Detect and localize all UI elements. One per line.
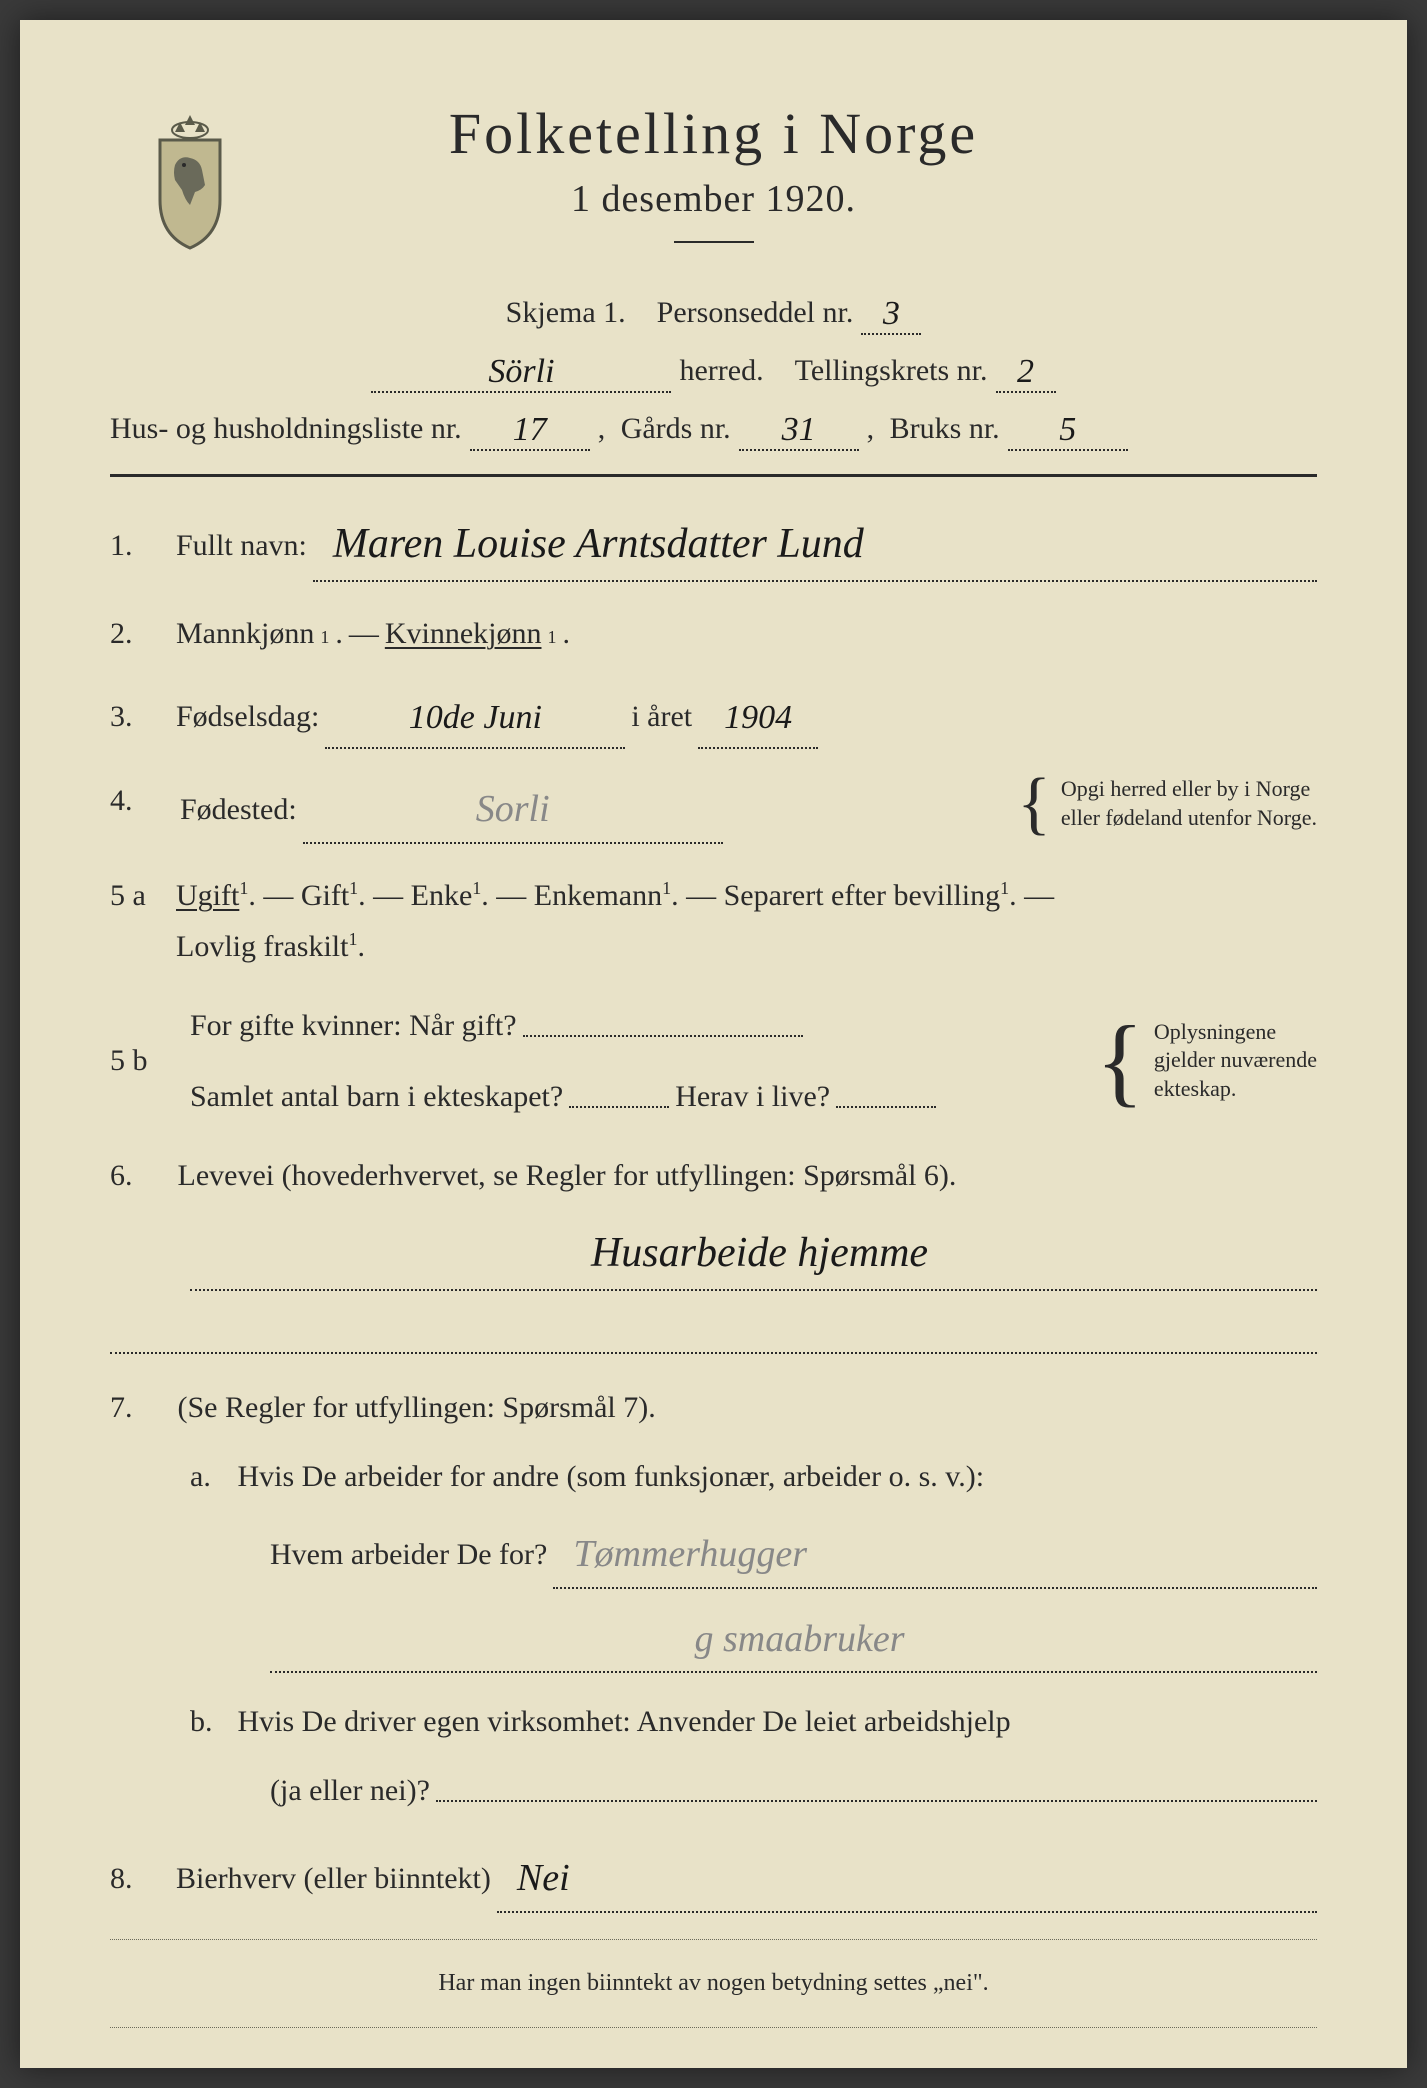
q3-year: 1904 xyxy=(698,689,818,749)
q5b-note-2: gjelder nuværende xyxy=(1154,1046,1317,1075)
question-8: 8. Bierhverv (eller biinntekt) Nei xyxy=(110,1844,1317,1911)
brace-icon: { xyxy=(1017,779,1051,828)
q7b-value xyxy=(436,1800,1317,1802)
q4-value: Sorli xyxy=(303,777,723,844)
meta-row-skjema: Skjema 1. Personseddel nr. 3 xyxy=(110,293,1317,333)
gaards-label: Gårds nr. xyxy=(621,412,731,446)
q2-mann: Mannkjønn xyxy=(176,608,314,659)
q4-num: 4. xyxy=(110,775,170,826)
q4-note-block: { Opgi herred eller by i Norge eller fød… xyxy=(1017,775,1317,832)
q7a-value2: g smaabruker xyxy=(270,1607,1317,1674)
footnote-divider xyxy=(110,1939,1317,1940)
q2-num: 2. xyxy=(110,608,170,659)
q5b-note-block: { Oplysningene gjelder nuværende ekteska… xyxy=(1096,1018,1317,1104)
personseddel-label: Personseddel nr. xyxy=(657,296,854,330)
bruks-label: Bruks nr. xyxy=(890,412,1000,446)
tellingskrets-nr: 2 xyxy=(996,353,1056,393)
q5a-separert: Separert efter bevilling xyxy=(724,879,1001,912)
q2-kvinne: Kvinnekjønn xyxy=(385,608,542,659)
q5a-enke: Enke xyxy=(411,879,473,912)
tellingskrets-label: Tellingskrets nr. xyxy=(795,354,988,388)
q1-label: Fullt navn: xyxy=(176,520,307,571)
question-5b: 5 b For gifte kvinner: Når gift? Samlet … xyxy=(110,1000,1317,1122)
q5b-q1: For gifte kvinner: Når gift? xyxy=(190,1000,517,1051)
bottom-divider xyxy=(110,2027,1317,2028)
form-header: Folketelling i Norge 1 desember 1920. xyxy=(110,100,1317,243)
q7b-label: Hvis De driver egen virksomhet: Anvender… xyxy=(238,1705,1011,1738)
q7a-q: Hvem arbeider De for? xyxy=(270,1529,547,1580)
q2-sup2: 1 xyxy=(547,622,556,653)
meta-section: Skjema 1. Personseddel nr. 3 Sörli herre… xyxy=(110,293,1317,449)
coat-of-arms-icon xyxy=(140,110,240,250)
q8-label: Bierhverv (eller biinntekt) xyxy=(176,1853,491,1904)
q5b-note-1: Oplysningene xyxy=(1154,1018,1317,1047)
meta-row-hush: Hus- og husholdningsliste nr. 17 , Gårds… xyxy=(110,409,1317,449)
q7b-num: b. xyxy=(190,1696,230,1747)
section-divider xyxy=(110,474,1317,477)
q5b-a3 xyxy=(836,1106,936,1108)
gaards-nr: 31 xyxy=(739,411,859,451)
q5a-enkemann: Enkemann xyxy=(534,879,662,912)
q5b-q3: Herav i live? xyxy=(675,1071,830,1122)
bruks-nr: 5 xyxy=(1008,411,1128,451)
footnote-text: Har man ingen biinntekt av nogen betydni… xyxy=(110,1970,1317,1997)
q4-label: Fødested: xyxy=(180,784,297,835)
q6-blank-line xyxy=(110,1314,1317,1354)
q5b-q2: Samlet antal barn i ekteskapet? xyxy=(190,1071,563,1122)
q7a-value1: Tømmerhugger xyxy=(553,1522,1317,1589)
question-5a: 5 a Ugift1. — Gift1. — Enke1. — Enkemann… xyxy=(110,870,1317,972)
question-7: 7. (Se Regler for utfyllingen: Spørsmål … xyxy=(110,1382,1317,1816)
q7-label: (Se Regler for utfyllingen: Spørsmål 7). xyxy=(178,1391,656,1424)
q5b-a1 xyxy=(523,1035,803,1037)
q5b-a2 xyxy=(569,1106,669,1108)
q6-value: Husarbeide hjemme xyxy=(190,1218,1317,1291)
q7-num: 7. xyxy=(110,1382,170,1433)
form-title: Folketelling i Norge xyxy=(110,100,1317,167)
hush-nr: 17 xyxy=(470,411,590,451)
q3-label: Fødselsdag: xyxy=(176,691,319,742)
q5b-note-3: ekteskap. xyxy=(1154,1075,1317,1104)
form-subtitle: 1 desember 1920. xyxy=(110,177,1317,221)
q8-num: 8. xyxy=(110,1853,170,1904)
q6-num: 6. xyxy=(110,1150,170,1201)
q7a-label: Hvis De arbeider for andre (som funksjon… xyxy=(238,1460,985,1493)
q5a-lovlig: Lovlig fraskilt xyxy=(176,930,348,963)
q4-note-2: eller fødeland utenfor Norge. xyxy=(1061,804,1317,833)
herred-value: Sörli xyxy=(371,353,671,393)
question-3: 3. Fødselsdag: 10de Juni i året 1904 xyxy=(110,687,1317,747)
q1-num: 1. xyxy=(110,520,170,571)
herred-label: herred. xyxy=(679,354,763,388)
personseddel-nr: 3 xyxy=(861,295,921,335)
question-1: 1. Fullt navn: Maren Louise Arntsdatter … xyxy=(110,507,1317,580)
q2-sup1: 1 xyxy=(320,622,329,653)
question-2: 2. Mannkjønn1. — Kvinnekjønn1. xyxy=(110,608,1317,659)
brace-icon: { xyxy=(1096,1026,1144,1096)
question-4: 4. Fødested: Sorli { Opgi herred eller b… xyxy=(110,775,1317,842)
q3-day: 10de Juni xyxy=(325,689,625,749)
q5a-gift: Gift xyxy=(301,879,349,912)
census-form-page: Folketelling i Norge 1 desember 1920. Sk… xyxy=(20,20,1407,2068)
skjema-label: Skjema 1. xyxy=(506,296,626,330)
q3-num: 3. xyxy=(110,691,170,742)
q5a-ugift: Ugift xyxy=(176,879,239,912)
title-divider xyxy=(674,241,754,243)
q5a-num: 5 a xyxy=(110,870,170,921)
q2-dash: — xyxy=(349,608,379,659)
q7b-q: (ja eller nei)? xyxy=(270,1765,430,1816)
q8-value: Nei xyxy=(497,1846,1317,1913)
q7a-num: a. xyxy=(190,1451,230,1502)
question-6: 6. Levevei (hovederhvervet, se Regler fo… xyxy=(110,1150,1317,1354)
hush-label: Hus- og husholdningsliste nr. xyxy=(110,412,462,446)
q5b-num: 5 b xyxy=(110,1035,170,1086)
q1-value: Maren Louise Arntsdatter Lund xyxy=(313,509,1317,582)
q6-label: Levevei (hovederhvervet, se Regler for u… xyxy=(178,1159,957,1192)
meta-row-herred: Sörli herred. Tellingskrets nr. 2 xyxy=(110,351,1317,391)
q3-year-label: i året xyxy=(631,691,692,742)
q4-note-1: Opgi herred eller by i Norge xyxy=(1061,775,1317,804)
